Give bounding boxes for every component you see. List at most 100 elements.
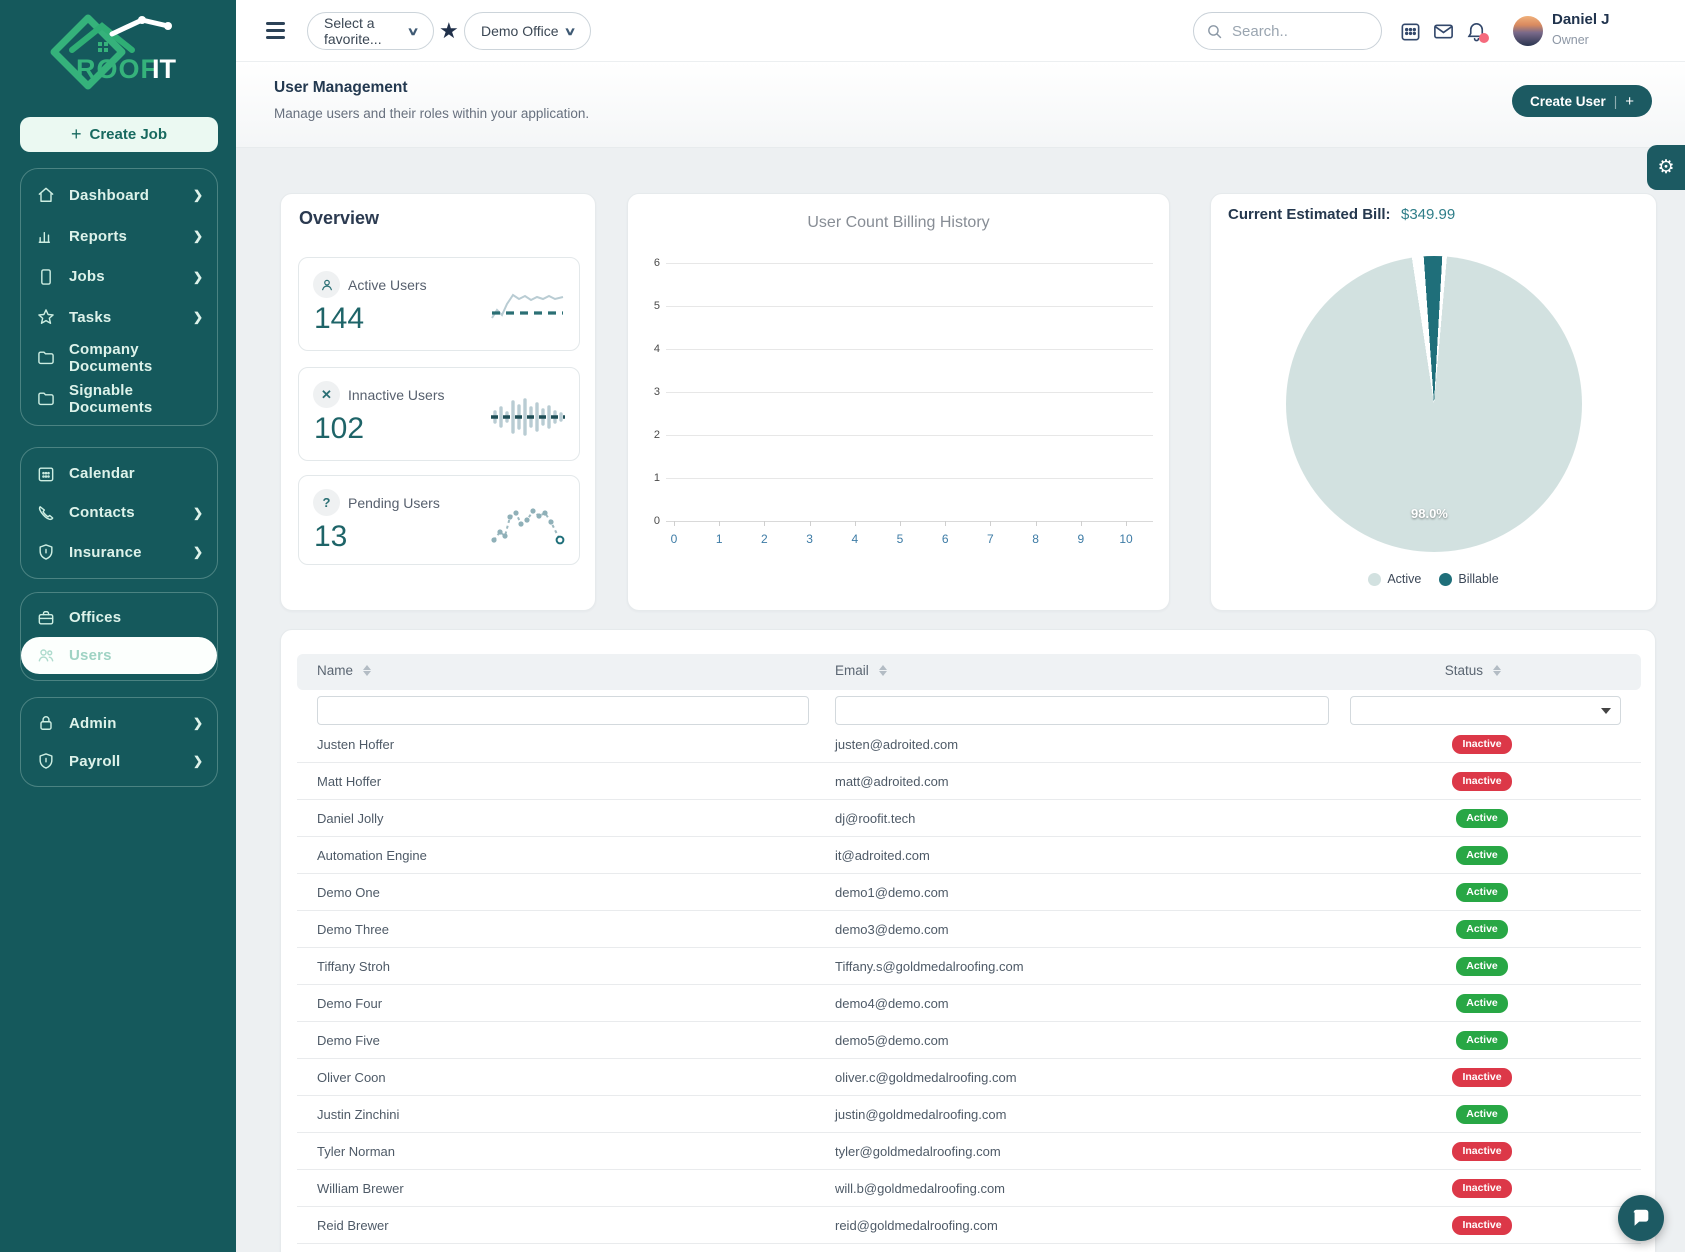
pie-slice-label: 98.0%: [1411, 506, 1448, 521]
calendar-icon[interactable]: [1399, 20, 1422, 43]
status-badge: Active: [1456, 1105, 1508, 1124]
table-row[interactable]: Justin Zinchinijustin@goldmedalroofing.c…: [297, 1096, 1641, 1133]
cell-email: will.b@goldmedalroofing.com: [835, 1181, 1005, 1196]
active-users-sparkline: [489, 284, 567, 330]
table-row[interactable]: Matt Hoffermatt@adroited.comInactive: [297, 763, 1641, 800]
inactive-users-sparkline: [489, 394, 567, 440]
office-select[interactable]: Demo Office ∨: [464, 12, 591, 50]
cell-email: justen@adroited.com: [835, 737, 958, 752]
sidebar-item-jobs[interactable]: Jobs❯: [21, 256, 217, 297]
create-job-button[interactable]: + Create Job: [20, 117, 218, 152]
column-header-email[interactable]: Email: [835, 663, 887, 678]
sidebar-item-company-documents[interactable]: Company Documents: [21, 338, 217, 379]
column-header-status[interactable]: Status: [1355, 663, 1515, 678]
email-filter-input[interactable]: [835, 696, 1329, 725]
create-job-label: Create Job: [89, 126, 167, 143]
table-row[interactable]: William Brewer will.b@goldmedalroofing.co…: [297, 1170, 1641, 1207]
column-header-name[interactable]: Name: [317, 663, 371, 678]
table-row[interactable]: Tiffany StrohTiffany.s@goldmedalroofing.…: [297, 948, 1641, 985]
chat-button[interactable]: [1618, 1195, 1664, 1241]
sidebar-item-calendar[interactable]: Calendar: [21, 454, 217, 493]
cell-status: Inactive: [1402, 771, 1562, 791]
mail-icon[interactable]: [1432, 20, 1455, 43]
status-badge: Active: [1456, 883, 1508, 902]
y-axis-tick: 2: [636, 429, 660, 441]
gridline-y-6: [666, 263, 1153, 264]
sidebar-item-label: Contacts: [69, 504, 135, 521]
gridline-y-1: [666, 478, 1153, 479]
table-row[interactable]: Daniel Jollydj@roofit.techActive: [297, 800, 1641, 837]
sidebar-item-signable-documents[interactable]: Signable Documents: [21, 378, 217, 419]
cell-name: Automation Engine: [317, 848, 427, 863]
create-user-button[interactable]: Create User | +: [1512, 85, 1652, 117]
user-avatar[interactable]: [1513, 16, 1543, 46]
table-row[interactable]: Demo Onedemo1@demo.comActive: [297, 874, 1641, 911]
overview-card: Overview Active Users 144 ✕ Innactive Us…: [280, 193, 596, 611]
sort-icon[interactable]: [363, 665, 371, 676]
sidebar-item-offices[interactable]: Offices: [21, 599, 217, 637]
favorite-select-value: Select a favorite...: [324, 15, 409, 47]
sidebar-item-payroll[interactable]: Payroll❯: [21, 742, 217, 780]
name-filter-input[interactable]: [317, 696, 809, 725]
legend-item-active[interactable]: Active: [1368, 572, 1421, 586]
hamburger-menu-icon[interactable]: [266, 22, 285, 39]
sidebar-item-tasks[interactable]: Tasks❯: [21, 297, 217, 338]
table-row[interactable]: Demo Fivedemo5@demo.comActive: [297, 1022, 1641, 1059]
sidebar-item-contacts[interactable]: Contacts❯: [21, 493, 217, 532]
stat-label: Pending Users: [348, 495, 440, 511]
sidebar-group-2: CalendarContacts❯Insurance❯: [20, 447, 218, 579]
cell-email: dj@roofit.tech: [835, 811, 915, 826]
legend-item-billable[interactable]: Billable: [1439, 572, 1498, 586]
table-row[interactable]: Demo Threedemo3@demo.comActive: [297, 911, 1641, 948]
sidebar-item-label: Signable Documents: [69, 382, 203, 416]
sort-icon[interactable]: [1493, 665, 1501, 676]
bill-label: Current Estimated Bill:: [1228, 206, 1391, 223]
plus-icon: +: [71, 124, 82, 145]
table-row[interactable]: Oliver Coonoliver.c@goldmedalroofing.com…: [297, 1059, 1641, 1096]
x-axis-tick: 5: [885, 532, 915, 546]
cell-name: Matt Hoffer: [317, 774, 381, 789]
svg-text:ROOF: ROOF: [76, 54, 158, 84]
sidebar-item-admin[interactable]: Admin❯: [21, 704, 217, 742]
sidebar-item-label: Jobs: [69, 268, 105, 285]
pie-legend: Active Billable: [1211, 572, 1656, 586]
chat-bubble-icon: [1630, 1207, 1652, 1229]
status-badge: Inactive: [1452, 1068, 1511, 1087]
favorite-select[interactable]: Select a favorite... ∨: [307, 12, 434, 50]
search-box[interactable]: [1193, 12, 1382, 50]
table-row[interactable]: Justen Hofferjusten@adroited.comInactive: [297, 726, 1641, 763]
status-badge: Inactive: [1452, 772, 1511, 791]
cell-name: Tyler Norman: [317, 1144, 395, 1159]
cell-email: tyler@goldmedalroofing.com: [835, 1144, 1001, 1159]
sidebar-item-users[interactable]: Users: [21, 637, 217, 675]
table-row[interactable]: Tyler Norman tyler@goldmedalroofing.com In…: [297, 1133, 1641, 1170]
lock-icon: [35, 712, 57, 734]
status-filter-select[interactable]: [1350, 696, 1621, 725]
sort-icon[interactable]: [879, 665, 887, 676]
briefcase-icon: [35, 607, 57, 629]
y-axis-tick: 5: [636, 300, 660, 312]
table-row[interactable]: Automation Engineit@adroited.comActive: [297, 837, 1641, 874]
legend-label: Active: [1387, 572, 1421, 586]
sidebar-group-4: Admin❯Payroll❯: [20, 697, 218, 787]
x-axis-tickmark: [990, 521, 991, 526]
cell-name: William Brewer: [317, 1181, 404, 1196]
sidebar-item-reports[interactable]: Reports❯: [21, 216, 217, 257]
x-axis-tick: 9: [1066, 532, 1096, 546]
cell-status: Inactive: [1402, 1067, 1562, 1087]
page-title: User Management: [274, 79, 408, 97]
x-axis-tickmark: [855, 521, 856, 526]
status-badge: Active: [1456, 1031, 1508, 1050]
divider: |: [1614, 94, 1618, 109]
x-axis-tick: 7: [975, 532, 1005, 546]
shield-icon: [35, 541, 57, 563]
favorite-star-icon[interactable]: ★: [439, 18, 459, 44]
sidebar-item-insurance[interactable]: Insurance❯: [21, 533, 217, 572]
table-row[interactable]: Demo Fourdemo4@demo.comActive: [297, 985, 1641, 1022]
sidebar-item-dashboard[interactable]: Dashboard❯: [21, 175, 217, 216]
search-input[interactable]: [1232, 23, 1369, 40]
settings-gear-tab[interactable]: ⚙: [1647, 145, 1685, 190]
status-badge: Inactive: [1452, 1142, 1511, 1161]
sidebar-group-3: OfficesUsers: [20, 592, 218, 681]
table-row[interactable]: Reid Brewerreid@goldmedalroofing.comInac…: [297, 1207, 1641, 1244]
